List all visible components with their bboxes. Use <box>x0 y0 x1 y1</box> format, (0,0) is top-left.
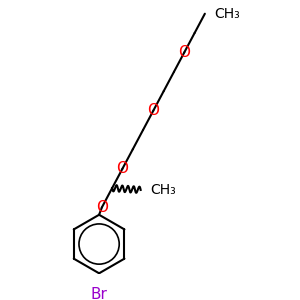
Text: CH₃: CH₃ <box>150 183 175 197</box>
Text: O: O <box>116 161 128 176</box>
Text: Br: Br <box>91 287 107 300</box>
Text: O: O <box>96 200 108 215</box>
Text: O: O <box>147 103 159 118</box>
Text: CH₃: CH₃ <box>214 7 240 21</box>
Text: O: O <box>178 45 190 60</box>
